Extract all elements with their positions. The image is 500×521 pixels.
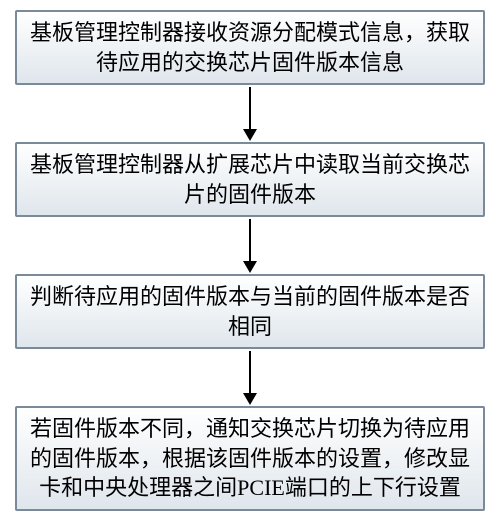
arrow-head-icon bbox=[243, 261, 257, 273]
flow-node-4-text: 若固件版本不同，通知交换芯片切换为待应用的固件版本，根据该固件版本的设置，修改显… bbox=[27, 414, 473, 503]
arrow-head-icon bbox=[243, 393, 257, 405]
flow-arrow-1 bbox=[243, 85, 257, 142]
arrow-shaft-icon bbox=[249, 87, 251, 129]
flow-arrow-3 bbox=[243, 349, 257, 406]
arrow-shaft-icon bbox=[249, 351, 251, 393]
flow-node-4: 若固件版本不同，通知交换芯片切换为待应用的固件版本，根据该固件版本的设置，修改显… bbox=[15, 406, 485, 511]
arrow-head-icon bbox=[243, 129, 257, 141]
flow-node-3-text: 判断待应用的固件版本与当前的固件版本是否相同 bbox=[27, 282, 473, 341]
flow-node-3: 判断待应用的固件版本与当前的固件版本是否相同 bbox=[15, 274, 485, 349]
flow-node-2-text: 基板管理控制器从扩展芯片中读取当前交换芯片的固件版本 bbox=[27, 150, 473, 209]
flow-node-1: 基板管理控制器接收资源分配模式信息，获取待应用的交换芯片固件版本信息 bbox=[15, 10, 485, 85]
flow-node-1-text: 基板管理控制器接收资源分配模式信息，获取待应用的交换芯片固件版本信息 bbox=[27, 18, 473, 77]
flow-arrow-2 bbox=[243, 217, 257, 274]
flow-node-2: 基板管理控制器从扩展芯片中读取当前交换芯片的固件版本 bbox=[15, 142, 485, 217]
arrow-shaft-icon bbox=[249, 219, 251, 261]
